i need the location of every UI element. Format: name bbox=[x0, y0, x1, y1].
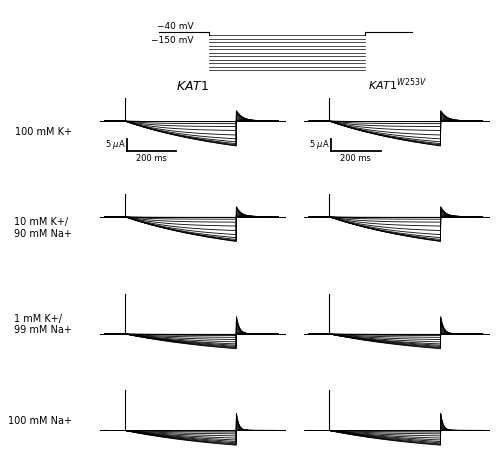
Text: −150 mV: −150 mV bbox=[151, 36, 194, 45]
Text: 1 mM K+/
99 mM Na+: 1 mM K+/ 99 mM Na+ bbox=[14, 314, 72, 336]
Text: 5 $\mu$A: 5 $\mu$A bbox=[309, 138, 330, 151]
Text: 10 mM K+/
90 mM Na+: 10 mM K+/ 90 mM Na+ bbox=[14, 217, 72, 239]
Text: 200 ms: 200 ms bbox=[136, 154, 167, 163]
Text: 200 ms: 200 ms bbox=[340, 154, 371, 163]
Title: $\mathit{KAT1}$: $\mathit{KAT1}$ bbox=[176, 80, 210, 93]
Text: 5 $\mu$A: 5 $\mu$A bbox=[105, 138, 126, 151]
Text: 100 mM K+: 100 mM K+ bbox=[15, 127, 72, 137]
Title: $\mathit{KAT1}^{\mathit{W253V}}$: $\mathit{KAT1}^{\mathit{W253V}}$ bbox=[368, 77, 426, 93]
Text: −40 mV: −40 mV bbox=[157, 22, 194, 31]
Text: 100 mM Na+: 100 mM Na+ bbox=[8, 416, 72, 426]
